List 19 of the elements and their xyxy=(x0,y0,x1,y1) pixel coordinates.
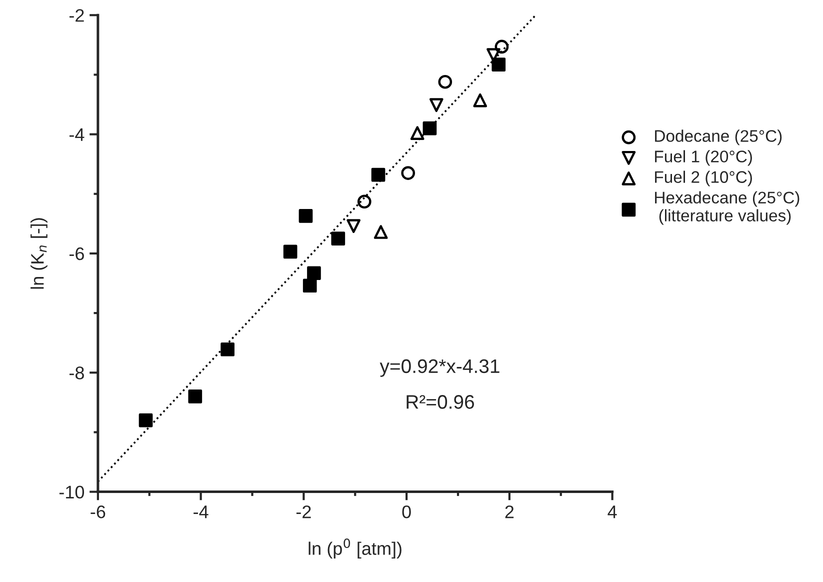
x-tick-label: 2 xyxy=(505,505,514,518)
x-tick-label: 0 xyxy=(402,505,411,518)
x-tick-label: -2 xyxy=(296,505,311,518)
x-tick-label: -6 xyxy=(90,505,106,518)
y-tick-label: -4 xyxy=(69,128,84,141)
y-tick-label: -10 xyxy=(59,486,84,499)
legend-label: Fuel 2 (10°C) xyxy=(655,170,752,186)
y-tick-label: -6 xyxy=(69,247,84,260)
annotation: R²=0.96 xyxy=(406,395,474,409)
y-tick-label: -8 xyxy=(69,366,84,380)
y-tick-label: -2 xyxy=(69,9,84,22)
x-tick-label: -4 xyxy=(194,506,208,518)
x-axis-title: ln (p$^{0}$ [atm]) xyxy=(308,538,402,559)
annotation: y=0.92*x-4.31 xyxy=(380,359,500,377)
y-axis-title: ln (K$_{n}$ [-]) xyxy=(30,218,48,289)
legend-label: Fuel 1 (20°C) xyxy=(655,150,752,166)
legend-label: Dodecane (25°C) xyxy=(655,130,782,146)
x-tick-label: 4 xyxy=(608,506,617,518)
legend-label: Hexadecane (25°C) (litterature values) xyxy=(655,191,800,225)
